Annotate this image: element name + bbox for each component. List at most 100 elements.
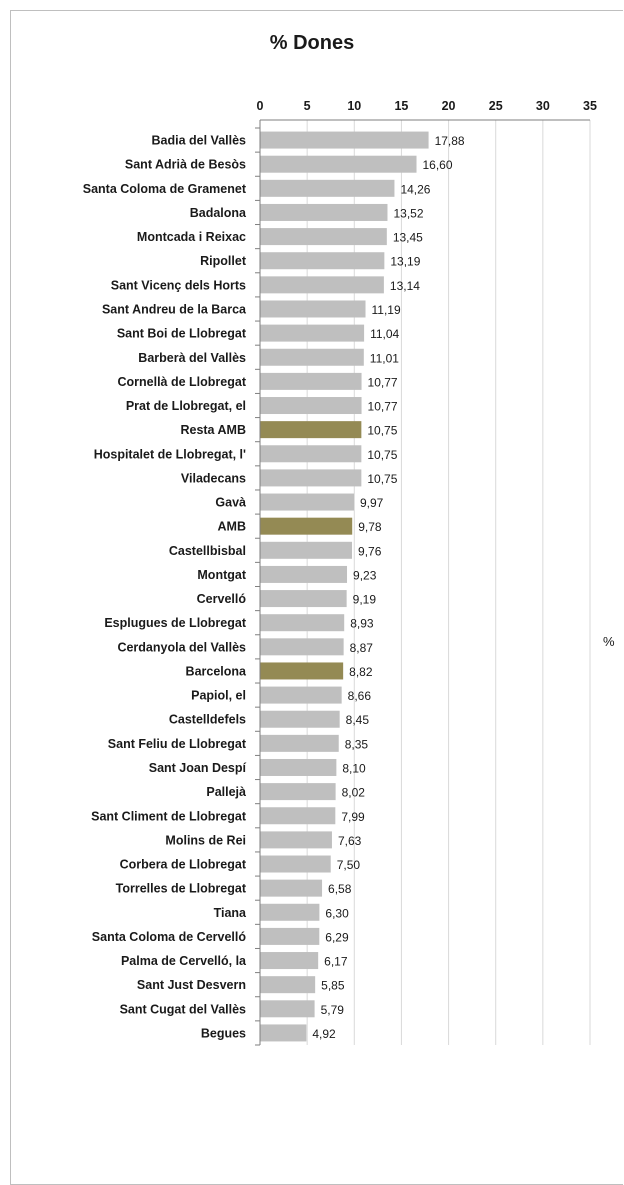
bar	[260, 1024, 307, 1042]
data-label: 10,77	[368, 400, 398, 414]
category-label: Sant Joan Despí	[149, 761, 247, 775]
x-tick-label: 5	[304, 99, 311, 113]
data-label: 9,78	[358, 520, 382, 534]
category-label: Prat de Llobregat, el	[126, 399, 246, 413]
bar	[260, 590, 347, 608]
bar	[260, 758, 337, 776]
category-label: Santa Coloma de Cervelló	[92, 930, 247, 944]
category-label: Begues	[201, 1026, 246, 1040]
category-label: Badia del Vallès	[152, 134, 247, 148]
bar	[260, 831, 332, 849]
x-tick-label: 20	[442, 99, 456, 113]
bar	[260, 1000, 315, 1018]
bar	[260, 252, 385, 270]
data-label: 10,77	[368, 375, 398, 389]
bar	[260, 131, 429, 149]
bar	[260, 228, 387, 246]
data-label: 9,19	[353, 593, 377, 607]
bar	[260, 855, 331, 873]
category-label: Castellbisbal	[169, 544, 246, 558]
data-label: 13,14	[390, 279, 420, 293]
bar	[260, 324, 365, 342]
category-label: Tiana	[214, 906, 247, 920]
bar	[260, 903, 320, 921]
category-label: Sant Just Desvern	[137, 978, 246, 992]
data-label: 7,50	[337, 858, 361, 872]
data-label: 13,19	[390, 255, 420, 269]
data-label: 11,19	[372, 303, 401, 317]
category-label: Castelldefels	[169, 713, 246, 727]
bar	[260, 952, 319, 970]
x-tick-label: 15	[394, 99, 408, 113]
category-label: Viladecans	[181, 471, 246, 485]
x-tick-label: 25	[489, 99, 503, 113]
bar	[260, 348, 364, 366]
bar	[260, 879, 323, 897]
data-label: 8,66	[348, 689, 372, 703]
data-label: 17,88	[435, 134, 465, 148]
data-label: 11,04	[370, 327, 399, 341]
data-label: 13,45	[393, 231, 423, 245]
data-label: 16,60	[423, 158, 453, 172]
data-label: 8,87	[350, 641, 374, 655]
bar	[260, 541, 353, 559]
bar	[260, 469, 362, 487]
data-label: 8,82	[349, 665, 373, 679]
bar	[260, 976, 316, 994]
bar	[260, 662, 344, 680]
bar	[260, 203, 388, 221]
category-label: Corbera de Llobregat	[120, 858, 247, 872]
bar	[260, 734, 339, 752]
bar	[260, 686, 342, 704]
data-label: 8,35	[345, 737, 369, 751]
data-label: 13,52	[393, 206, 423, 220]
category-label: Esplugues de Llobregat	[104, 616, 247, 630]
category-label: Papiol, el	[191, 689, 246, 703]
category-label: Sant Boi de Llobregat	[117, 327, 247, 341]
bar	[260, 179, 395, 197]
bar	[260, 638, 344, 656]
bar	[260, 783, 336, 801]
category-label: Barberà del Vallès	[138, 351, 246, 365]
category-label: Cornellà de Llobregat	[118, 375, 247, 389]
data-label: 6,17	[324, 955, 348, 969]
bar	[260, 445, 362, 463]
data-label: 8,02	[342, 786, 366, 800]
category-label: Sant Cugat del Vallès	[120, 1002, 246, 1016]
bar	[260, 710, 340, 728]
x-tick-label: 10	[347, 99, 361, 113]
category-label: Santa Coloma de Gramenet	[83, 182, 247, 196]
bar	[260, 155, 417, 173]
category-label: Torrelles de Llobregat	[116, 882, 247, 896]
bar	[260, 276, 384, 294]
bar	[260, 517, 353, 535]
bar	[260, 372, 362, 390]
data-label: 5,79	[321, 1003, 345, 1017]
data-label: 9,23	[353, 568, 377, 582]
category-label: Badalona	[190, 206, 247, 220]
bar	[260, 421, 362, 439]
data-label: 9,97	[360, 496, 384, 510]
data-label: 11,01	[370, 351, 399, 365]
category-label: Montcada i Reixac	[137, 230, 246, 244]
category-label: Palma de Cervelló, la	[121, 954, 247, 968]
data-label: 6,30	[325, 906, 349, 920]
bar	[260, 807, 336, 825]
data-label: 10,75	[367, 448, 397, 462]
category-label: AMB	[218, 520, 246, 534]
category-label: Cerdanyola del Vallès	[117, 640, 246, 654]
bar	[260, 927, 320, 945]
data-label: 7,63	[338, 834, 362, 848]
category-label: Ripollet	[200, 254, 247, 268]
category-label: Resta AMB	[180, 423, 246, 437]
category-label: Pallejà	[206, 785, 246, 799]
data-label: 6,58	[328, 882, 352, 896]
category-label: Hospitalet de Llobregat, l'	[94, 447, 246, 461]
data-label: 8,93	[350, 617, 374, 631]
category-label: Sant Vicenç dels Horts	[111, 278, 246, 292]
data-label: 10,75	[367, 472, 397, 486]
bar	[260, 614, 345, 632]
data-label: 14,26	[400, 182, 430, 196]
x-tick-label: 30	[536, 99, 550, 113]
